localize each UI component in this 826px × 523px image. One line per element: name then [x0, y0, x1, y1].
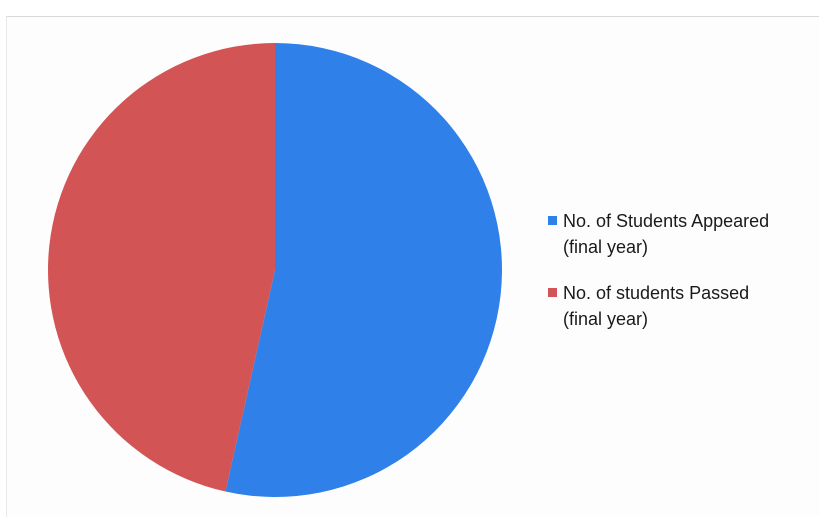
legend-swatch-passed — [548, 288, 557, 297]
legend-item-appeared: No. of Students Appeared (final year) — [548, 208, 818, 260]
legend-item-passed: No. of students Passed (final year) — [548, 280, 818, 332]
pie-slices — [48, 43, 502, 498]
legend-swatch-appeared — [548, 216, 557, 225]
legend: No. of Students Appeared (final year) No… — [548, 208, 818, 352]
pie-slice-appeared — [225, 43, 502, 498]
legend-sublabel-passed: (final year) — [563, 309, 649, 329]
legend-sublabel-appeared: (final year) — [563, 237, 649, 257]
legend-label-appeared: No. of Students Appeared — [563, 211, 770, 231]
pie-slice-passed — [48, 43, 275, 492]
legend-text-passed: No. of students Passed (final year) — [563, 280, 749, 332]
legend-text-appeared: No. of Students Appeared (final year) — [563, 208, 769, 260]
legend-label-passed: No. of students Passed — [563, 283, 750, 303]
